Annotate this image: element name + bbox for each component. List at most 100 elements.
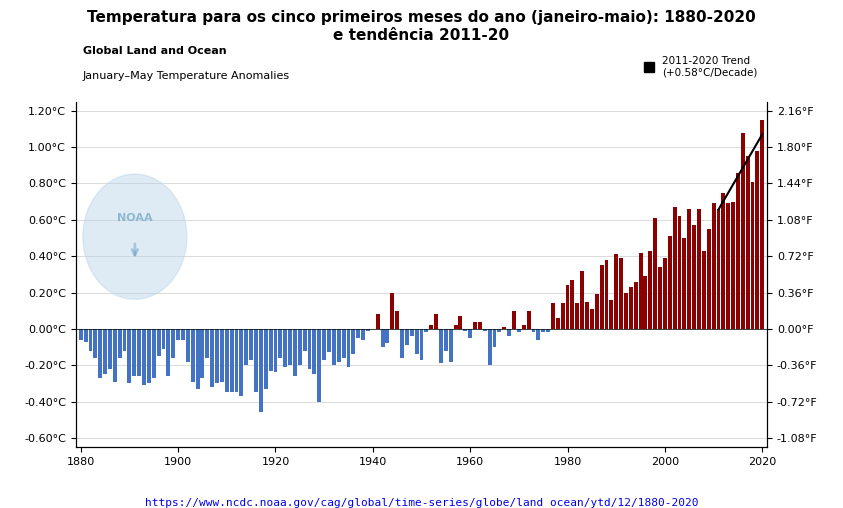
Bar bbox=[678, 216, 681, 329]
Bar bbox=[181, 329, 185, 340]
Bar bbox=[264, 329, 268, 389]
Bar bbox=[103, 329, 107, 374]
Bar bbox=[668, 236, 672, 329]
Bar bbox=[746, 156, 749, 329]
Bar bbox=[663, 258, 667, 329]
Bar bbox=[400, 329, 404, 358]
Bar bbox=[142, 329, 146, 385]
Bar bbox=[293, 329, 297, 376]
Bar bbox=[507, 329, 511, 336]
Bar bbox=[609, 300, 614, 329]
Bar bbox=[89, 329, 93, 351]
Bar bbox=[624, 293, 628, 329]
Bar bbox=[201, 329, 204, 378]
Circle shape bbox=[83, 174, 187, 299]
Bar bbox=[448, 329, 453, 362]
Bar bbox=[750, 181, 754, 329]
Bar bbox=[327, 329, 331, 353]
Bar bbox=[127, 329, 132, 384]
Bar bbox=[434, 314, 438, 329]
Bar bbox=[83, 329, 88, 341]
Bar bbox=[405, 329, 409, 345]
Bar bbox=[726, 203, 730, 329]
Bar bbox=[376, 314, 379, 329]
Bar bbox=[78, 329, 83, 340]
Bar bbox=[395, 311, 399, 329]
Bar bbox=[658, 267, 662, 329]
Bar bbox=[464, 329, 467, 331]
Bar bbox=[229, 329, 234, 393]
Bar bbox=[722, 193, 725, 329]
Bar bbox=[492, 329, 497, 347]
Bar bbox=[717, 209, 721, 329]
Bar bbox=[273, 329, 277, 372]
Bar bbox=[337, 329, 341, 362]
Bar bbox=[760, 120, 765, 329]
Bar bbox=[220, 329, 224, 382]
Bar bbox=[429, 325, 433, 329]
Bar bbox=[278, 329, 282, 358]
Bar bbox=[643, 276, 647, 329]
Bar bbox=[283, 329, 287, 367]
Bar bbox=[532, 329, 535, 333]
Bar bbox=[332, 329, 336, 365]
Bar bbox=[298, 329, 302, 365]
Bar bbox=[196, 329, 200, 389]
Bar bbox=[731, 202, 735, 329]
Bar bbox=[244, 329, 248, 365]
Text: https://www.ncdc.noaa.gov/cag/global/time-series/globe/land_ocean/ytd/12/1880-20: https://www.ncdc.noaa.gov/cag/global/tim… bbox=[145, 497, 698, 508]
Bar bbox=[352, 329, 355, 354]
Bar bbox=[239, 329, 244, 396]
Bar bbox=[385, 329, 389, 343]
Bar bbox=[541, 329, 545, 333]
Bar bbox=[108, 329, 112, 369]
Bar bbox=[137, 329, 141, 376]
Bar bbox=[118, 329, 121, 358]
Bar bbox=[191, 329, 195, 382]
Bar bbox=[473, 322, 477, 329]
Bar bbox=[439, 329, 443, 363]
Bar bbox=[639, 252, 642, 329]
Bar bbox=[483, 329, 486, 331]
Bar bbox=[566, 285, 570, 329]
Text: NOAA: NOAA bbox=[117, 213, 153, 223]
Bar bbox=[702, 250, 706, 329]
Bar bbox=[259, 329, 263, 412]
Bar bbox=[468, 329, 472, 338]
Bar bbox=[94, 329, 97, 358]
Bar bbox=[546, 329, 550, 333]
Text: January–May Temperature Anomalies: January–May Temperature Anomalies bbox=[83, 71, 290, 80]
Bar bbox=[171, 329, 175, 358]
Bar bbox=[346, 329, 351, 367]
Bar bbox=[176, 329, 180, 340]
Bar bbox=[254, 329, 258, 393]
Bar bbox=[380, 329, 384, 347]
Bar bbox=[132, 329, 137, 376]
Legend: 2011-2020 Trend
(+0.58°C/Decade): 2011-2020 Trend (+0.58°C/Decade) bbox=[640, 51, 762, 81]
Bar bbox=[424, 329, 428, 333]
Bar bbox=[459, 316, 463, 329]
Bar bbox=[571, 280, 574, 329]
Bar bbox=[522, 325, 526, 329]
Bar bbox=[420, 329, 423, 360]
Bar bbox=[590, 309, 593, 329]
Bar bbox=[444, 329, 448, 351]
Bar bbox=[599, 265, 604, 329]
Bar bbox=[683, 238, 686, 329]
Bar bbox=[634, 281, 637, 329]
Bar bbox=[269, 329, 272, 371]
Bar bbox=[648, 250, 652, 329]
Bar bbox=[366, 329, 370, 331]
Bar bbox=[687, 209, 691, 329]
Bar bbox=[527, 311, 530, 329]
Bar bbox=[234, 329, 239, 393]
Bar bbox=[122, 329, 126, 351]
Bar bbox=[152, 329, 156, 378]
Bar bbox=[536, 329, 540, 340]
Bar bbox=[341, 329, 346, 358]
Bar bbox=[629, 287, 633, 329]
Bar bbox=[186, 329, 190, 362]
Bar bbox=[308, 329, 311, 369]
Bar bbox=[415, 329, 419, 354]
Bar bbox=[497, 329, 502, 333]
